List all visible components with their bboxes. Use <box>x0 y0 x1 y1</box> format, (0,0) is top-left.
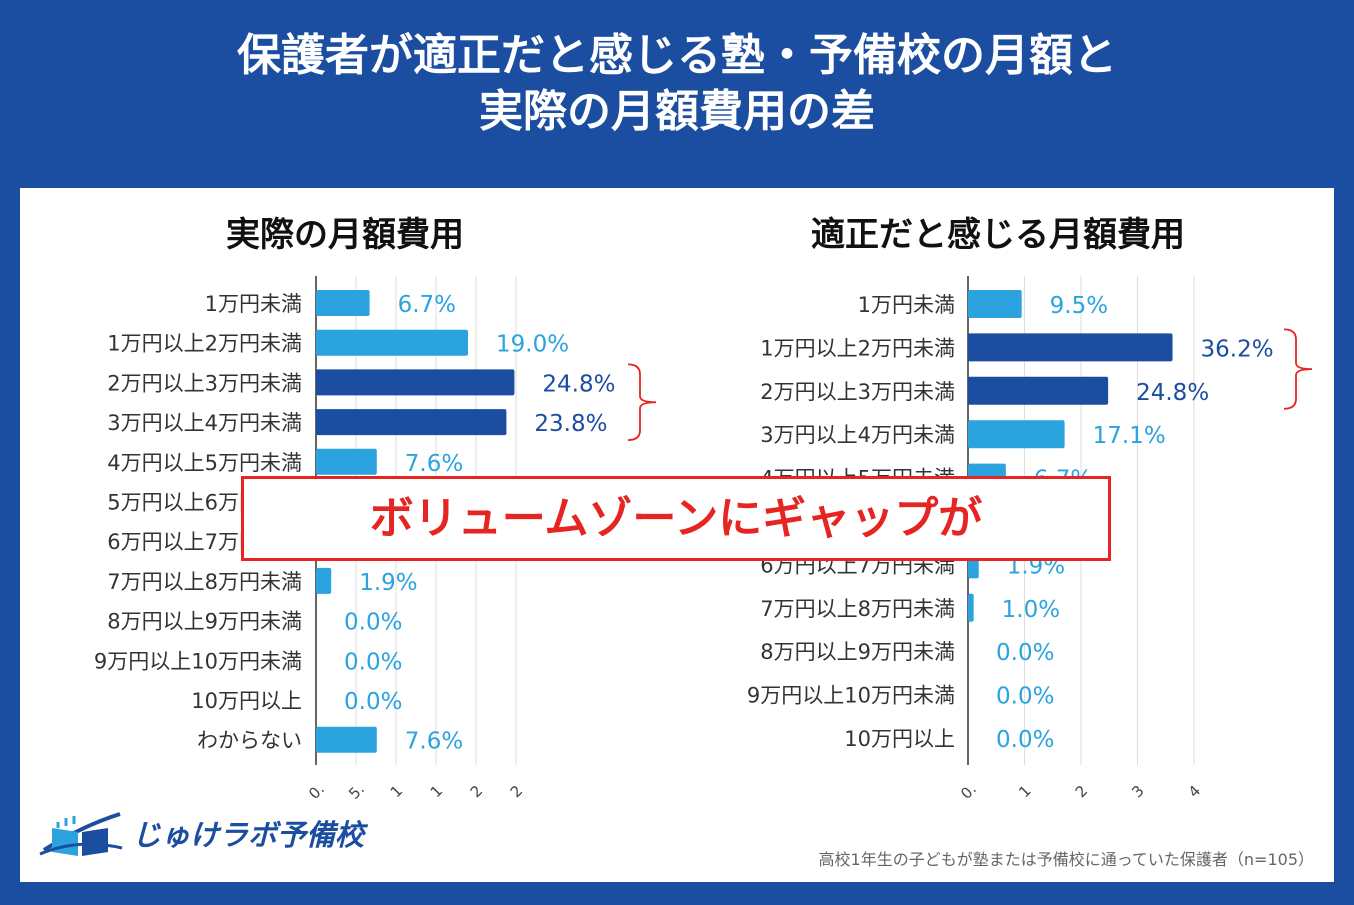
chart-2-title: 適正だと感じる月額費用 <box>811 215 1185 255</box>
chart-2-category-label: 9万円以上10万円未満 <box>747 684 955 708</box>
chart-2-category-label: 1万円以上2万円未満 <box>760 336 955 360</box>
chart-2-highlight-bracket <box>1283 328 1313 410</box>
chart-1-category-label: 7万円以上8万円未満 <box>107 570 302 594</box>
chart-1-category-label: 2万円以上3万円未満 <box>107 371 302 395</box>
chart-1-category-label: 4万円以上5万円未満 <box>107 451 302 475</box>
chart-1-x-tick-label: 2 <box>467 782 486 801</box>
chart-1-category-label: 9万円以上10万円未満 <box>94 649 302 673</box>
chart-2-value-label: 36.2% <box>1201 336 1274 362</box>
chart-1-x-tick-label: 2 <box>507 782 526 801</box>
chart-2-bar <box>968 376 1109 405</box>
chart-2-value-label: 0.0% <box>996 727 1054 753</box>
chart-1-value-label: 24.8% <box>542 371 615 397</box>
callout-box: ボリュームゾーンにギャップが <box>241 476 1111 561</box>
chart-2-value-label: 17.1% <box>1093 423 1166 449</box>
chart-1-bar <box>316 329 468 356</box>
chart-2-value-label: 9.5% <box>1050 293 1108 319</box>
chart-2-value-label: 1.0% <box>1002 597 1060 623</box>
chart-2-category-label: 10万円以上 <box>844 727 955 751</box>
chart-2-x-tick-label: 2 <box>1072 782 1091 801</box>
chart-2-category-label: 8万円以上9万円未満 <box>760 640 955 664</box>
chart-2-value-label: 24.8% <box>1136 380 1209 406</box>
chart-1-value-label: 19.0% <box>496 332 569 358</box>
chart-1-value-label: 7.6% <box>405 451 463 477</box>
logo-text: じゅけラボ予備校 <box>132 818 365 852</box>
chart-1-value-label: 0.0% <box>344 689 402 715</box>
chart-1-x-tick-label: 1 <box>387 782 406 801</box>
chart-1-value-label: 1.9% <box>359 570 417 596</box>
chart-1-value-label: 0.0% <box>344 649 402 675</box>
chart-1-category-label: 1万円未満 <box>205 292 302 316</box>
logo: じゅけラボ予備校 <box>38 808 364 858</box>
chart-1-value-label: 23.8% <box>534 411 607 437</box>
footnote: 高校1年生の子どもが塾または予備校に通っていた保護者（n=105） <box>818 850 1314 869</box>
chart-2-category-label: 7万円以上8万円未満 <box>760 597 955 621</box>
chart-2-x-tick-label: 0. <box>957 780 980 803</box>
chart-1-bar <box>316 409 507 436</box>
chart-2-x-tick-label: 1 <box>1015 782 1034 801</box>
title-line-2: 実際の月額費用の差 <box>479 86 875 137</box>
chart-1-category-label: 10万円以上 <box>191 689 302 713</box>
chart-1-value-label: 7.6% <box>405 729 463 755</box>
chart-1-category-label: 1万円以上2万円未満 <box>107 332 302 356</box>
chart-1-bar <box>316 290 370 316</box>
chart-2-category-label: 1万円未満 <box>858 293 955 317</box>
chart-1-bar <box>316 567 332 594</box>
chart-2-value-label: 0.0% <box>996 640 1054 666</box>
chart-1-category-label: 8万円以上9万円未満 <box>107 610 302 634</box>
chart-2-x-tick-label: 4 <box>1185 782 1204 801</box>
chart-1-value-label: 0.0% <box>344 610 402 636</box>
title-line-1: 保護者が適正だと感じる塾・予備校の月額と <box>237 30 1117 81</box>
chart-1-bar <box>316 369 515 396</box>
chart-1-category-label: わからない <box>197 729 302 753</box>
page-title: 保護者が適正だと感じる塾・予備校の月額と 実際の月額費用の差 <box>0 28 1354 140</box>
chart-2-bar <box>968 333 1173 362</box>
chart-2-x-tick-label: 3 <box>1128 782 1147 801</box>
chart-1-value-label: 6.7% <box>398 292 456 318</box>
chart-1-x-tick-label: 5. <box>345 780 368 803</box>
chart-1-x-tick-label: 1 <box>427 782 446 801</box>
chart-2-bar <box>968 420 1065 449</box>
chart-2-bar <box>968 593 974 622</box>
chart-2-category-label: 2万円以上3万円未満 <box>760 380 955 404</box>
chart-2-value-label: 0.0% <box>996 684 1054 710</box>
chart-1-title: 実際の月額費用 <box>226 215 464 255</box>
open-book-icon <box>39 812 123 856</box>
chart-2-bar <box>968 290 1022 318</box>
chart-1-category-label: 3万円以上4万円未満 <box>107 411 302 435</box>
chart-1-bar <box>316 448 377 475</box>
chart-1-x-tick-label: 0. <box>305 780 328 803</box>
chart-2-category-label: 3万円以上4万円未満 <box>760 423 955 447</box>
chart-1-bar <box>316 726 377 753</box>
chart-1-highlight-bracket <box>627 363 657 441</box>
